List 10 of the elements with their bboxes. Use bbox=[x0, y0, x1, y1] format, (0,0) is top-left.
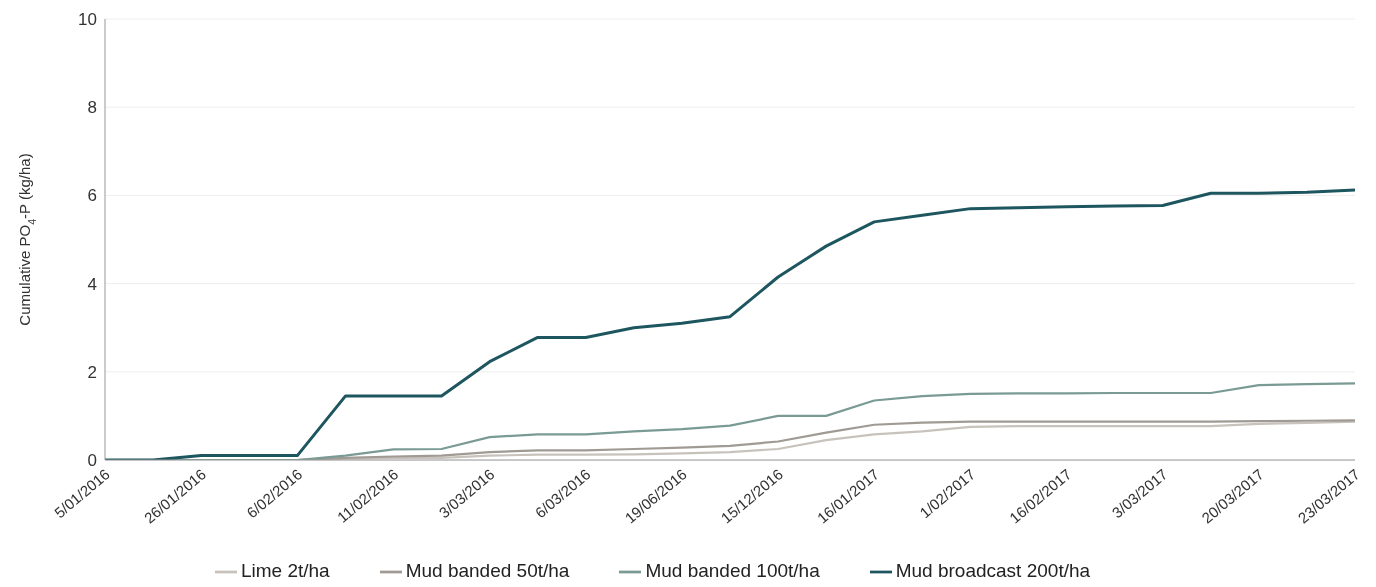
legend-label: Mud broadcast 200t/ha bbox=[895, 560, 1091, 582]
legend-label: Mud banded 50t/ha bbox=[405, 560, 570, 582]
y-tick-label: 10 bbox=[78, 10, 97, 30]
legend-label: Lime 2t/ha bbox=[240, 560, 330, 582]
y-tick-label: 8 bbox=[87, 98, 97, 118]
y-tick-label: 4 bbox=[87, 274, 97, 294]
y-tick-label: 0 bbox=[87, 451, 97, 471]
legend-label: Mud banded 100t/ha bbox=[645, 560, 820, 582]
y-tick-label: 2 bbox=[87, 362, 97, 382]
y-tick-label: 6 bbox=[87, 186, 97, 206]
